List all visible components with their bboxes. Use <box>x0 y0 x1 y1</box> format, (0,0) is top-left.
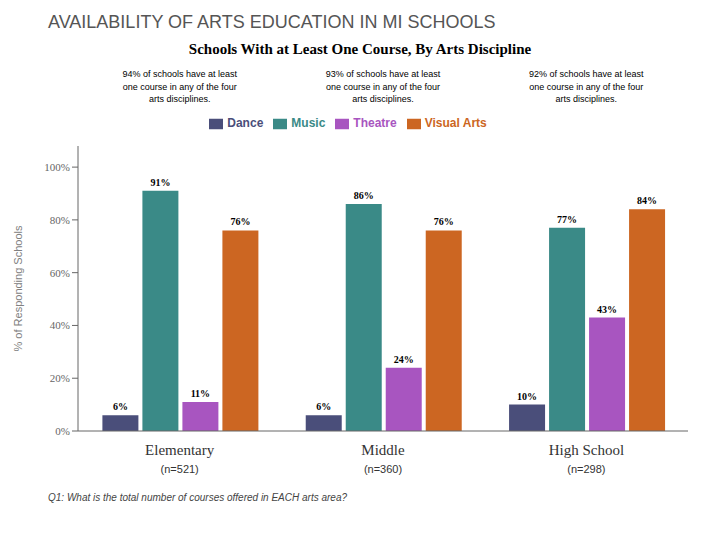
svg-text:20%: 20% <box>50 372 70 384</box>
svg-text:(n=298): (n=298) <box>567 463 605 475</box>
html-text:AVAILABILITY OF ARTS EDUCATION: AVAILABILITY OF ARTS EDUCATION IN MI SCH… <box>48 12 496 32</box>
svg-text:100%: 100% <box>44 161 70 173</box>
html-text:Q1: What is the total number o: Q1: What is the total number of courses … <box>48 491 347 503</box>
svg-text:6%: 6% <box>113 401 128 412</box>
html-text:92% of schools have at least o: 92% of schools have at least one course … <box>529 69 644 105</box>
svg-text:10%: 10% <box>517 390 537 401</box>
svg-text:24%: 24% <box>394 353 414 364</box>
svg-text:60%: 60% <box>50 266 70 278</box>
svg-text:11%: 11% <box>191 388 210 399</box>
svg-text:6%: 6% <box>316 401 331 412</box>
html-text:Music: Music <box>291 115 326 130</box>
svg-text:% of Responding Schools: % of Responding Schools <box>12 225 24 351</box>
svg-text:High School: High School <box>549 442 624 458</box>
svg-text:0%: 0% <box>55 425 70 437</box>
svg-text:86%: 86% <box>354 190 374 201</box>
html-text:Visual Arts: Visual Arts <box>424 115 487 130</box>
svg-text:43%: 43% <box>597 303 617 314</box>
html-text:Dance: Dance <box>227 115 264 130</box>
svg-text:76%: 76% <box>434 216 454 227</box>
svg-text:Middle: Middle <box>361 442 405 458</box>
svg-text:40%: 40% <box>50 319 70 331</box>
svg-text:76%: 76% <box>230 216 250 227</box>
svg-text:(n=360): (n=360) <box>364 463 402 475</box>
svg-text:91%: 91% <box>150 177 170 188</box>
html-text:Theatre: Theatre <box>353 115 397 130</box>
svg-text:77%: 77% <box>557 214 577 225</box>
html-text:94% of schools have at least o: 94% of schools have at least one course … <box>122 69 237 105</box>
svg-text:84%: 84% <box>637 195 657 206</box>
svg-text:80%: 80% <box>50 214 70 226</box>
svg-text:Elementary: Elementary <box>145 442 215 458</box>
html-text:Schools With at Least One Cour: Schools With at Least One Course, By Art… <box>188 41 532 57</box>
html-text:93% of schools have at least o: 93% of schools have at least one course … <box>325 69 441 105</box>
svg-text:(n=521): (n=521) <box>161 463 199 475</box>
